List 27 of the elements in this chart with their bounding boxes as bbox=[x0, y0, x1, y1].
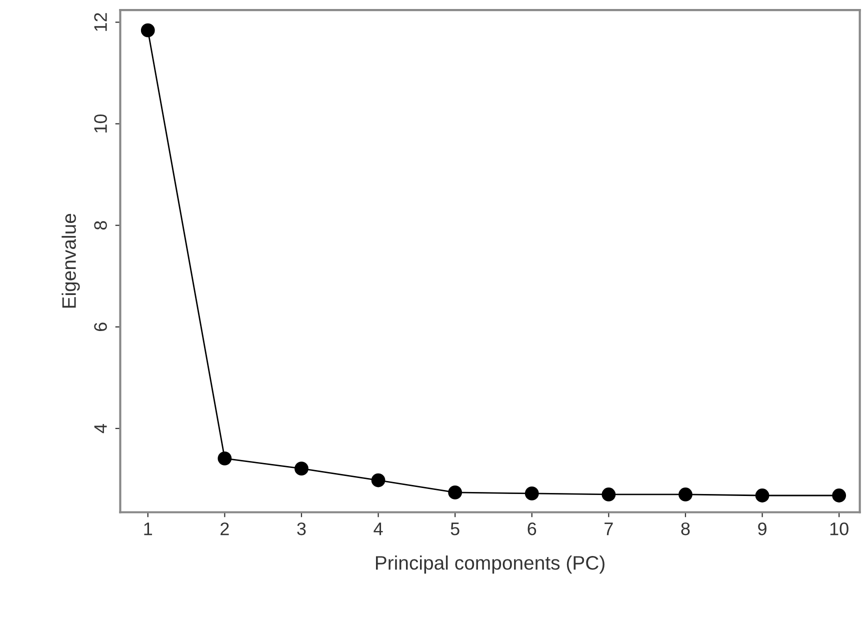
x-tick-label: 9 bbox=[758, 522, 766, 536]
y-tick-label: 12 bbox=[94, 13, 107, 31]
y-tick-label: 6 bbox=[94, 322, 107, 332]
x-tick-label: 10 bbox=[830, 522, 848, 536]
y-axis-title: Eigenvalue bbox=[62, 214, 80, 308]
x-tick-label: 6 bbox=[528, 522, 536, 536]
point bbox=[602, 488, 616, 502]
point bbox=[140, 23, 155, 38]
point bbox=[755, 488, 770, 502]
x-tick-label: 1 bbox=[144, 522, 152, 536]
point bbox=[832, 488, 846, 502]
point bbox=[678, 488, 692, 502]
x-tick-label: 3 bbox=[297, 522, 306, 536]
point bbox=[524, 486, 539, 500]
y-tick-label: 10 bbox=[94, 114, 107, 132]
x-tick-label: 2 bbox=[220, 522, 229, 536]
point bbox=[371, 473, 386, 488]
point bbox=[218, 451, 232, 466]
x-axis-title: Principal components (PC) bbox=[376, 555, 604, 574]
y-tick-label: 8 bbox=[94, 221, 107, 230]
x-tick-label: 8 bbox=[681, 522, 690, 536]
x-tick-label: 4 bbox=[374, 522, 383, 536]
y-tick-label: 4 bbox=[94, 424, 107, 434]
x-tick-label: 5 bbox=[450, 522, 460, 536]
point bbox=[448, 486, 462, 500]
x-tick-label: 7 bbox=[604, 522, 613, 536]
point bbox=[294, 462, 308, 476]
